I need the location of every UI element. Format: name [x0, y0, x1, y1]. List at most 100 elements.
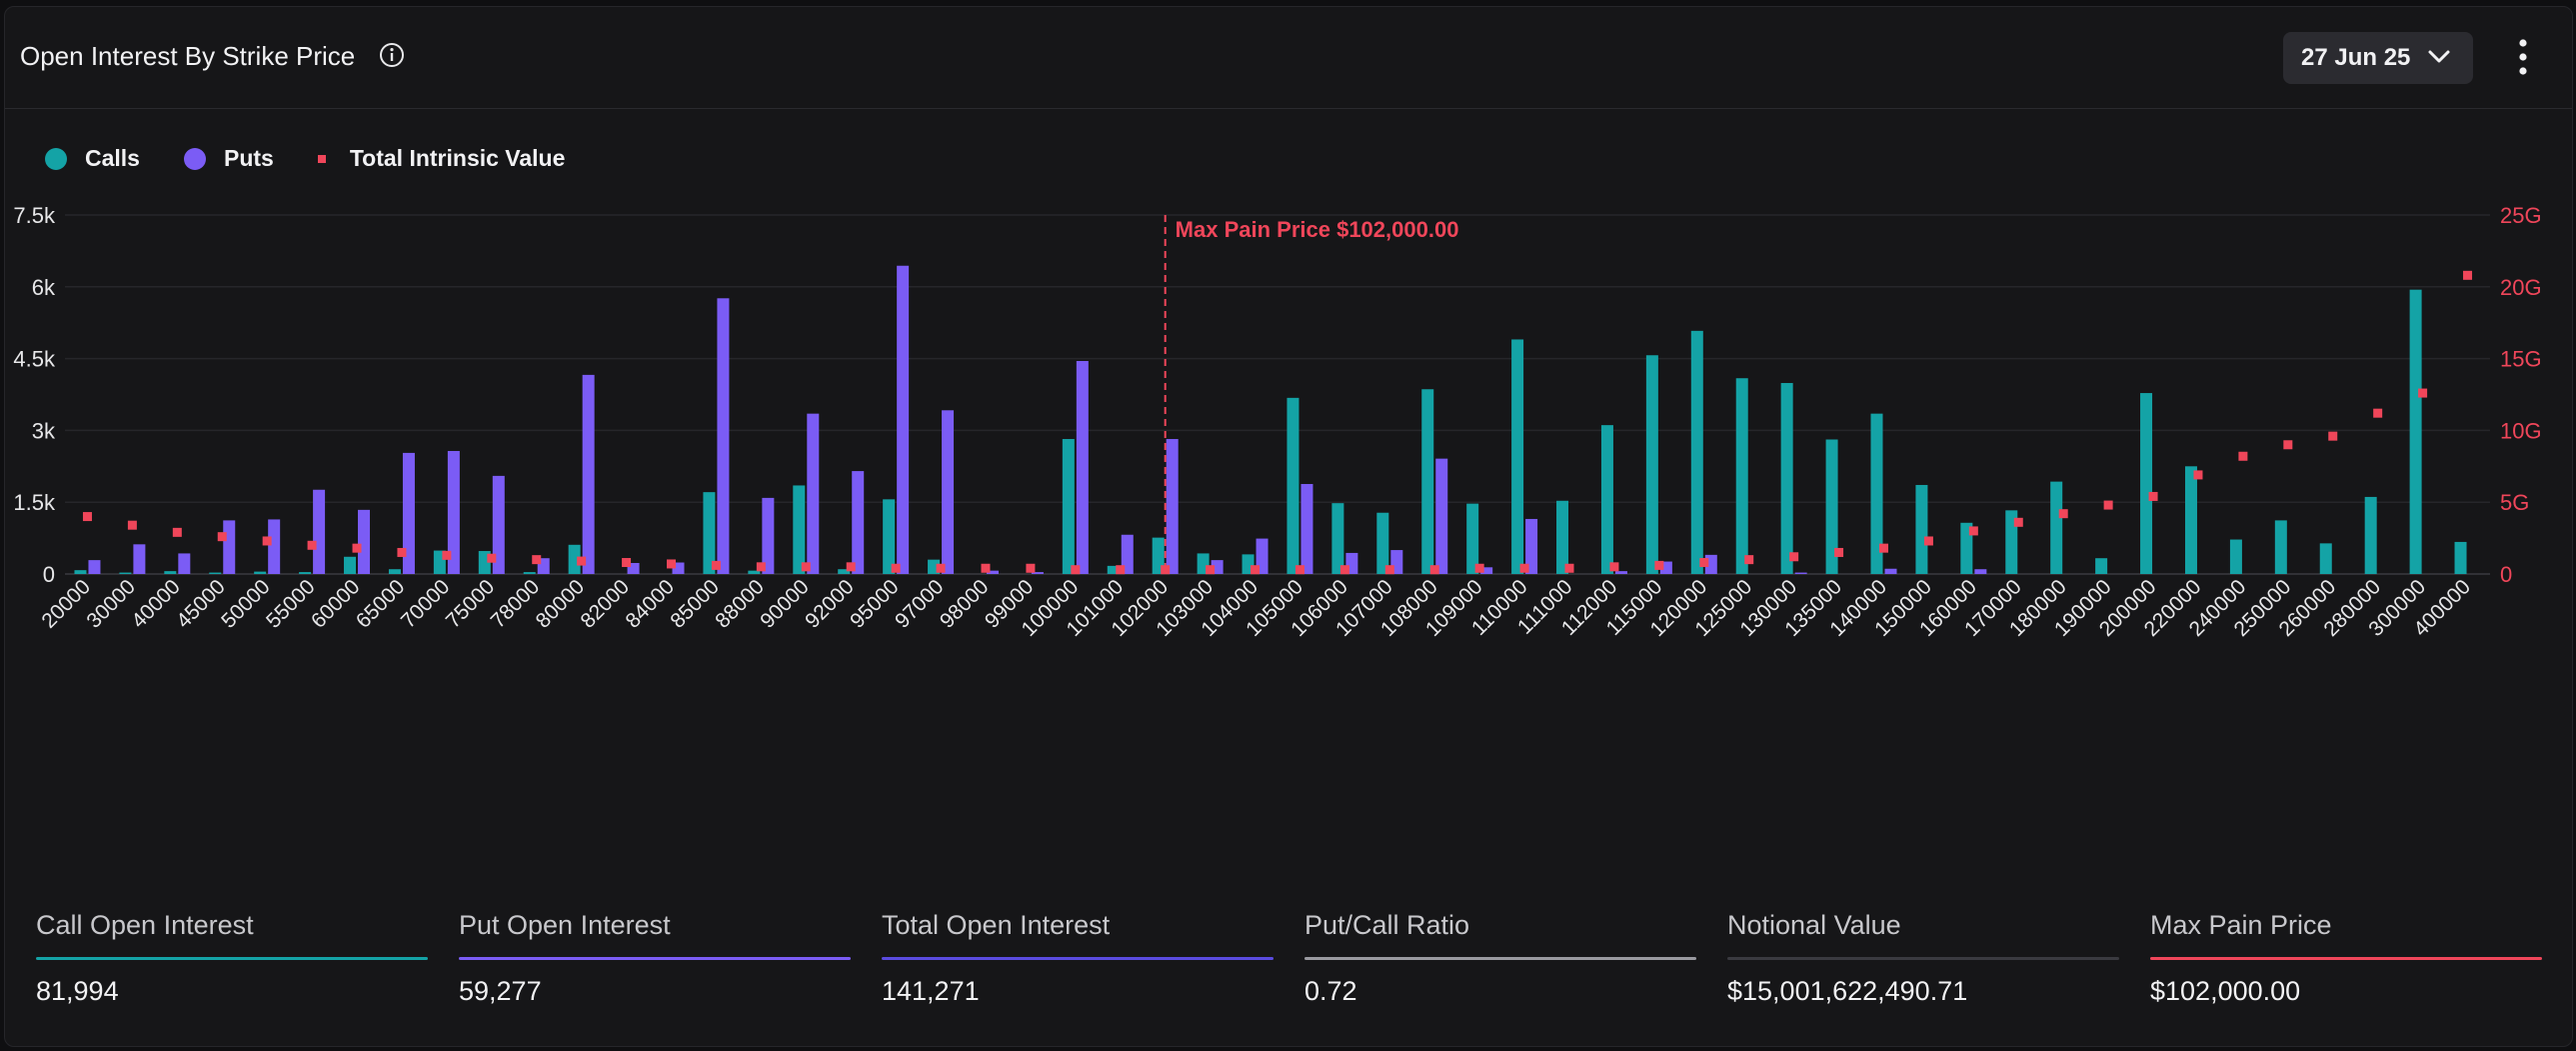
stat-underline: [2150, 957, 2542, 960]
call-bar: [2140, 393, 2153, 574]
max-pain-label: Max Pain Price $102,000.00: [1176, 217, 1459, 242]
stat-value: 59,277: [459, 976, 542, 1006]
stat-call-open-interest: Call Open Interest 81,994: [36, 907, 428, 1007]
call-bar: [1735, 378, 1748, 574]
intrinsic-value-point: [262, 536, 272, 546]
intrinsic-value-point: [1654, 560, 1664, 570]
put-bar: [942, 410, 955, 574]
call-bar: [523, 572, 536, 574]
stat-label: Put/Call Ratio: [1304, 910, 1470, 940]
stat-value: 141,271: [882, 976, 980, 1006]
intrinsic-value-point: [2373, 408, 2383, 418]
call-bar: [388, 569, 401, 574]
intrinsic-value-point: [127, 520, 137, 530]
open-interest-chart: 01.5k3k4.5k6k7.5k05G10G15G20G25G20000300…: [13, 203, 2541, 641]
info-icon[interactable]: [379, 42, 405, 68]
intrinsic-value-point: [2013, 517, 2023, 527]
x-tick-label: 45000: [172, 575, 230, 633]
put-bar: [133, 544, 146, 574]
put-bar: [1614, 571, 1627, 574]
intrinsic-value-point: [1879, 543, 1888, 553]
call-bar: [2454, 541, 2467, 574]
intrinsic-value-point: [1834, 547, 1844, 557]
put-bar: [672, 562, 685, 574]
put-bar: [1166, 439, 1179, 574]
y-tick-label-left: 1.5k: [13, 490, 56, 515]
intrinsic-value-point: [1968, 526, 1978, 536]
legend-puts[interactable]: Puts: [183, 145, 274, 172]
intrinsic-value-point: [2463, 270, 2473, 280]
y-tick-label-left: 7.5k: [13, 203, 56, 228]
intrinsic-value-point: [891, 563, 901, 573]
legend-intrinsic-label: Total Intrinsic Value: [349, 145, 566, 171]
intrinsic-value-point: [487, 553, 497, 563]
x-tick-label: 92000: [801, 575, 859, 633]
legend-intrinsic-swatch: [317, 154, 326, 163]
stat-value: $15,001,622,490.71: [1727, 976, 1968, 1006]
put-bar: [1031, 572, 1044, 574]
stat-label: Call Open Interest: [36, 910, 254, 940]
x-tick-label: 70000: [397, 575, 455, 633]
x-tick-label: 82000: [577, 575, 635, 633]
legend-calls[interactable]: Calls: [45, 145, 140, 172]
expiry-date-value: 27 Jun 25: [2301, 44, 2411, 71]
call-bar: [1331, 503, 1344, 574]
x-tick-label: 88000: [711, 575, 769, 633]
put-bar: [1884, 568, 1897, 574]
intrinsic-value-point: [172, 527, 182, 537]
intrinsic-value-point: [801, 562, 811, 572]
stat-label: Notional Value: [1727, 910, 1901, 940]
put-bar: [582, 374, 595, 574]
put-bar: [447, 450, 460, 574]
stat-notional-value: Notional Value $15,001,622,490.71: [1727, 907, 2119, 1007]
legend-puts-label: Puts: [223, 145, 274, 171]
put-bar: [1525, 518, 1538, 574]
intrinsic-value-point: [1699, 558, 1709, 568]
call-bar: [1600, 425, 1613, 574]
expiry-date-dropdown[interactable]: 27 Jun 25: [2283, 32, 2473, 84]
x-tick-label: 60000: [307, 575, 365, 633]
intrinsic-value-point: [1206, 565, 1216, 575]
x-tick-label: 65000: [352, 575, 410, 633]
stat-underline: [1304, 957, 1696, 960]
call-bar: [1062, 439, 1075, 574]
intrinsic-value-point: [1294, 565, 1304, 575]
x-tick-label: 95000: [846, 575, 904, 633]
call-bar: [748, 570, 761, 574]
put-bar: [1435, 458, 1448, 574]
intrinsic-value-point: [1071, 565, 1081, 575]
call-bar: [838, 569, 851, 574]
intrinsic-value-point: [352, 543, 362, 553]
intrinsic-value-point: [1789, 552, 1799, 562]
put-bar: [1794, 572, 1807, 574]
call-bar: [703, 492, 716, 574]
stat-label: Put Open Interest: [459, 910, 671, 940]
put-bar: [1974, 569, 1987, 574]
put-bar: [1300, 484, 1313, 574]
call-bar: [568, 544, 581, 574]
y-tick-label-left: 4.5k: [13, 347, 56, 372]
put-bar: [1076, 360, 1089, 574]
stat-value: $102,000.00: [2150, 976, 2301, 1006]
call-bar: [254, 571, 267, 574]
stat-label: Max Pain Price: [2150, 910, 2332, 940]
stat-underline: [459, 957, 851, 960]
stat-value: 0.72: [1304, 976, 1357, 1006]
intrinsic-value-point: [1564, 563, 1574, 573]
put-bar: [492, 475, 505, 574]
call-bar: [1376, 512, 1389, 574]
x-tick-label: 98000: [936, 575, 994, 633]
put-bar: [178, 553, 191, 574]
y-tick-label-left: 6k: [32, 275, 56, 300]
intrinsic-value-point: [2238, 451, 2248, 461]
more-options-icon[interactable]: [2508, 35, 2538, 81]
legend-intrinsic-value[interactable]: Total Intrinsic Value: [317, 145, 566, 172]
put-bar: [268, 519, 281, 574]
intrinsic-value-point: [2058, 509, 2068, 519]
intrinsic-value-point: [622, 558, 632, 568]
call-bar: [1645, 355, 1658, 574]
call-bar: [2184, 466, 2197, 574]
call-bar: [1960, 522, 1973, 574]
call-bar: [1870, 413, 1883, 574]
x-tick-label: 84000: [621, 575, 679, 633]
